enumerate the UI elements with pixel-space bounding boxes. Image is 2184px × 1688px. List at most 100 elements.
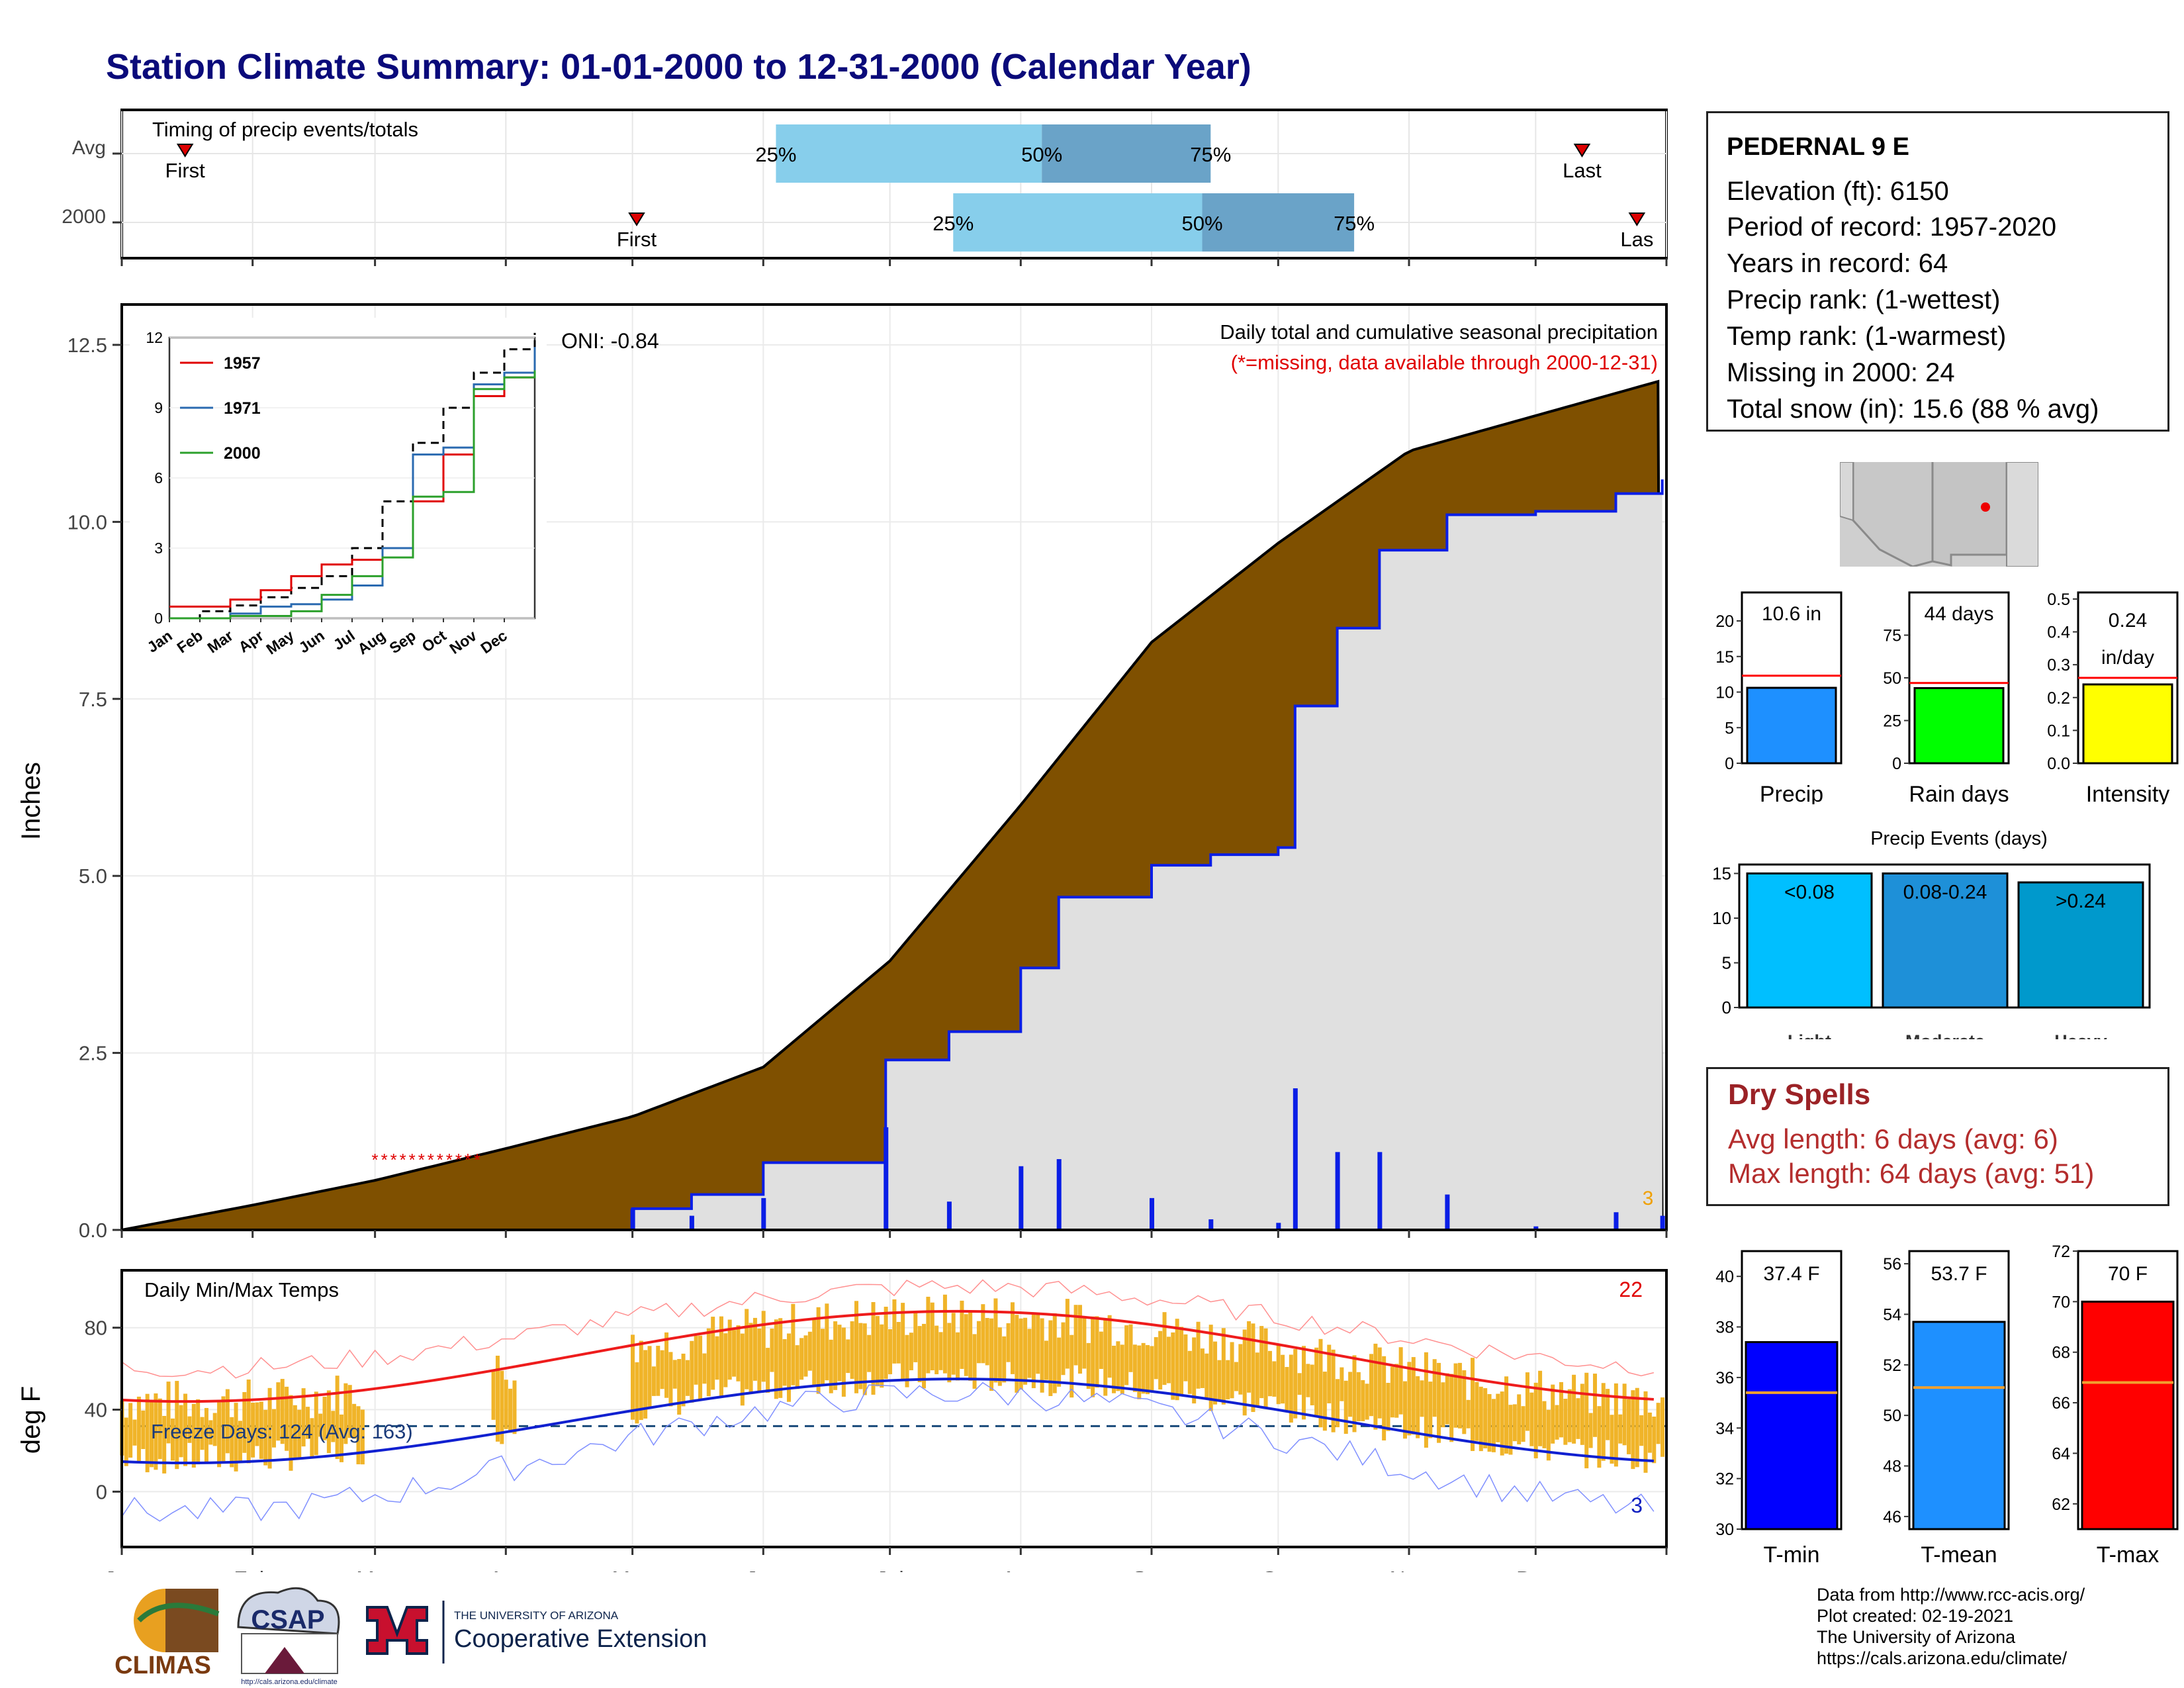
- daily-temp-range: [719, 1316, 723, 1397]
- location-map: [1840, 462, 2038, 567]
- daily-temp-range: [1297, 1373, 1302, 1395]
- month-label: Dec: [1516, 1567, 1555, 1572]
- avg-min-line: [121, 1378, 1654, 1465]
- daily-temp-range: [1238, 1344, 1243, 1395]
- daily-temp-range: [1656, 1403, 1661, 1444]
- timing-chart: 25% 50% 75% First Last 25% 50% 75% First Las Timi…: [62, 109, 1668, 266]
- events-bar-range: >0.24: [2056, 890, 2106, 912]
- mini-bar-ytick: 10: [1715, 684, 1734, 702]
- csap-logo-text: CSAP: [251, 1605, 324, 1634]
- daily-temp-range: [246, 1380, 251, 1464]
- logos: CLIMAS CSAP http://cals.arizona.edu/clim…: [114, 1587, 707, 1686]
- daily-temp-range: [1563, 1399, 1568, 1445]
- daily-precip-bar: [1208, 1219, 1214, 1230]
- daily-temp-range: [1019, 1318, 1023, 1390]
- temp-bar-ytick: 52: [1883, 1356, 1901, 1375]
- events-ytick: 5: [1722, 953, 1731, 973]
- mini-bar-value: 0.24: [2109, 610, 2147, 632]
- footer-plot-created: Plot created: 02-19-2021: [1817, 1606, 2014, 1626]
- daily-temp-range: [1006, 1323, 1011, 1362]
- daily-precip-bar: [946, 1201, 952, 1230]
- daily-temp-range: [1382, 1356, 1387, 1441]
- daily-temp-range: [651, 1366, 656, 1396]
- daily-temp-range: [1213, 1341, 1218, 1405]
- daily-temp-range: [504, 1380, 508, 1429]
- month-label: May: [612, 1567, 653, 1572]
- daily-temp-range: [136, 1396, 141, 1462]
- mini-bar-label: Rain days: [1909, 782, 2009, 804]
- daily-temp-range: [1525, 1372, 1529, 1431]
- daily-temp-range: [930, 1302, 934, 1371]
- daily-temp-range: [871, 1301, 876, 1395]
- daily-temp-range: [1095, 1316, 1099, 1388]
- daily-temp-range: [846, 1339, 850, 1374]
- footer: Data from http://www.rcc-acis.org/ Plot …: [1817, 1584, 2085, 1669]
- daily-temp-range: [791, 1303, 796, 1385]
- inset-ytick-label: 12: [146, 329, 163, 346]
- daily-temp-range: [934, 1325, 939, 1375]
- precip-ylabel: Inches: [17, 762, 46, 840]
- daily-temp-range: [208, 1420, 213, 1445]
- daily-temp-range: [664, 1332, 669, 1398]
- timing-p75-label-Avg: 75%: [1190, 143, 1231, 166]
- daily-temp-range: [740, 1333, 745, 1406]
- daily-temp-range: [1116, 1341, 1120, 1391]
- events-bar-range: <0.08: [1784, 882, 1835, 904]
- daily-temp-range: [1107, 1315, 1112, 1378]
- daily-temp-range: [1289, 1354, 1293, 1423]
- page-title: Station Climate Summary: 01-01-2000 to 1…: [106, 47, 1251, 87]
- mini-bar-ytick: 0.4: [2047, 624, 2070, 642]
- daily-precip-bar: [884, 1127, 889, 1230]
- daily-temp-range: [1057, 1337, 1062, 1387]
- temp-bar-ytick: 54: [1883, 1305, 1901, 1324]
- inset-curve-1971: [169, 347, 536, 620]
- daily-temp-range: [1267, 1350, 1272, 1397]
- events-title: Precip Events (days): [1870, 828, 2048, 849]
- daily-temp-range: [170, 1418, 175, 1461]
- daily-temp-range: [938, 1332, 943, 1370]
- daily-temp-range: [1441, 1382, 1445, 1428]
- inset-ytick-label: 9: [154, 399, 163, 416]
- daily-temp-range: [723, 1333, 728, 1387]
- daily-temp-range: [1508, 1405, 1513, 1455]
- temp-bar-ytick: 32: [1715, 1470, 1734, 1489]
- temp-ytick-label: 80: [85, 1317, 107, 1340]
- daily-temp-range: [1369, 1354, 1374, 1417]
- daily-temp-range: [749, 1323, 753, 1395]
- daily-precip-bar: [689, 1215, 694, 1230]
- events-ytick: 15: [1712, 864, 1731, 884]
- timing-last-marker-Avg: [1573, 144, 1591, 158]
- month-label: Mar: [356, 1567, 394, 1572]
- daily-temp-range: [1416, 1376, 1420, 1438]
- month-label: Aug: [1001, 1567, 1040, 1572]
- missing-marker: *: [437, 1150, 443, 1170]
- daily-temp-range: [761, 1311, 766, 1382]
- daily-precip-bar: [1019, 1166, 1024, 1230]
- daily-temp-range: [942, 1294, 947, 1374]
- daily-temp-range: [1614, 1383, 1618, 1467]
- daily-temp-range: [196, 1399, 201, 1465]
- daily-temp-range: [643, 1350, 648, 1419]
- daily-temp-range: [922, 1323, 927, 1389]
- temp-bar-ytick: 62: [2052, 1495, 2070, 1514]
- timing-row-avg: Avg: [72, 137, 106, 159]
- annual-summary-bars: 0 5 10 15 20 10.6 in Precip 0 25 50 75 44 days Rain …: [1715, 590, 2179, 804]
- daily-temp-range: [1618, 1414, 1623, 1444]
- inset-curve-2000: [169, 370, 536, 620]
- daily-temp-range: [297, 1409, 302, 1458]
- daily-precip-bar: [1335, 1152, 1340, 1230]
- daily-temp-range: [1572, 1374, 1576, 1444]
- month-label: Nov: [1390, 1567, 1429, 1572]
- mini-bar-ytick: 0.1: [2047, 722, 2070, 740]
- daily-temp-range: [150, 1401, 154, 1468]
- mini-bar-ytick: 15: [1715, 648, 1734, 667]
- daily-temp-range: [647, 1346, 652, 1408]
- daily-precip-bar: [1445, 1194, 1450, 1230]
- daily-temp-range: [1361, 1380, 1365, 1421]
- mini-bar-ytick: 75: [1883, 627, 1901, 645]
- precip-rank: Precip rank: (1-wettest): [1727, 285, 2001, 314]
- daily-temp-range: [685, 1360, 690, 1396]
- temp-lines: [121, 1279, 1655, 1522]
- daily-temp-range: [200, 1417, 205, 1450]
- daily-temp-range: [500, 1370, 504, 1444]
